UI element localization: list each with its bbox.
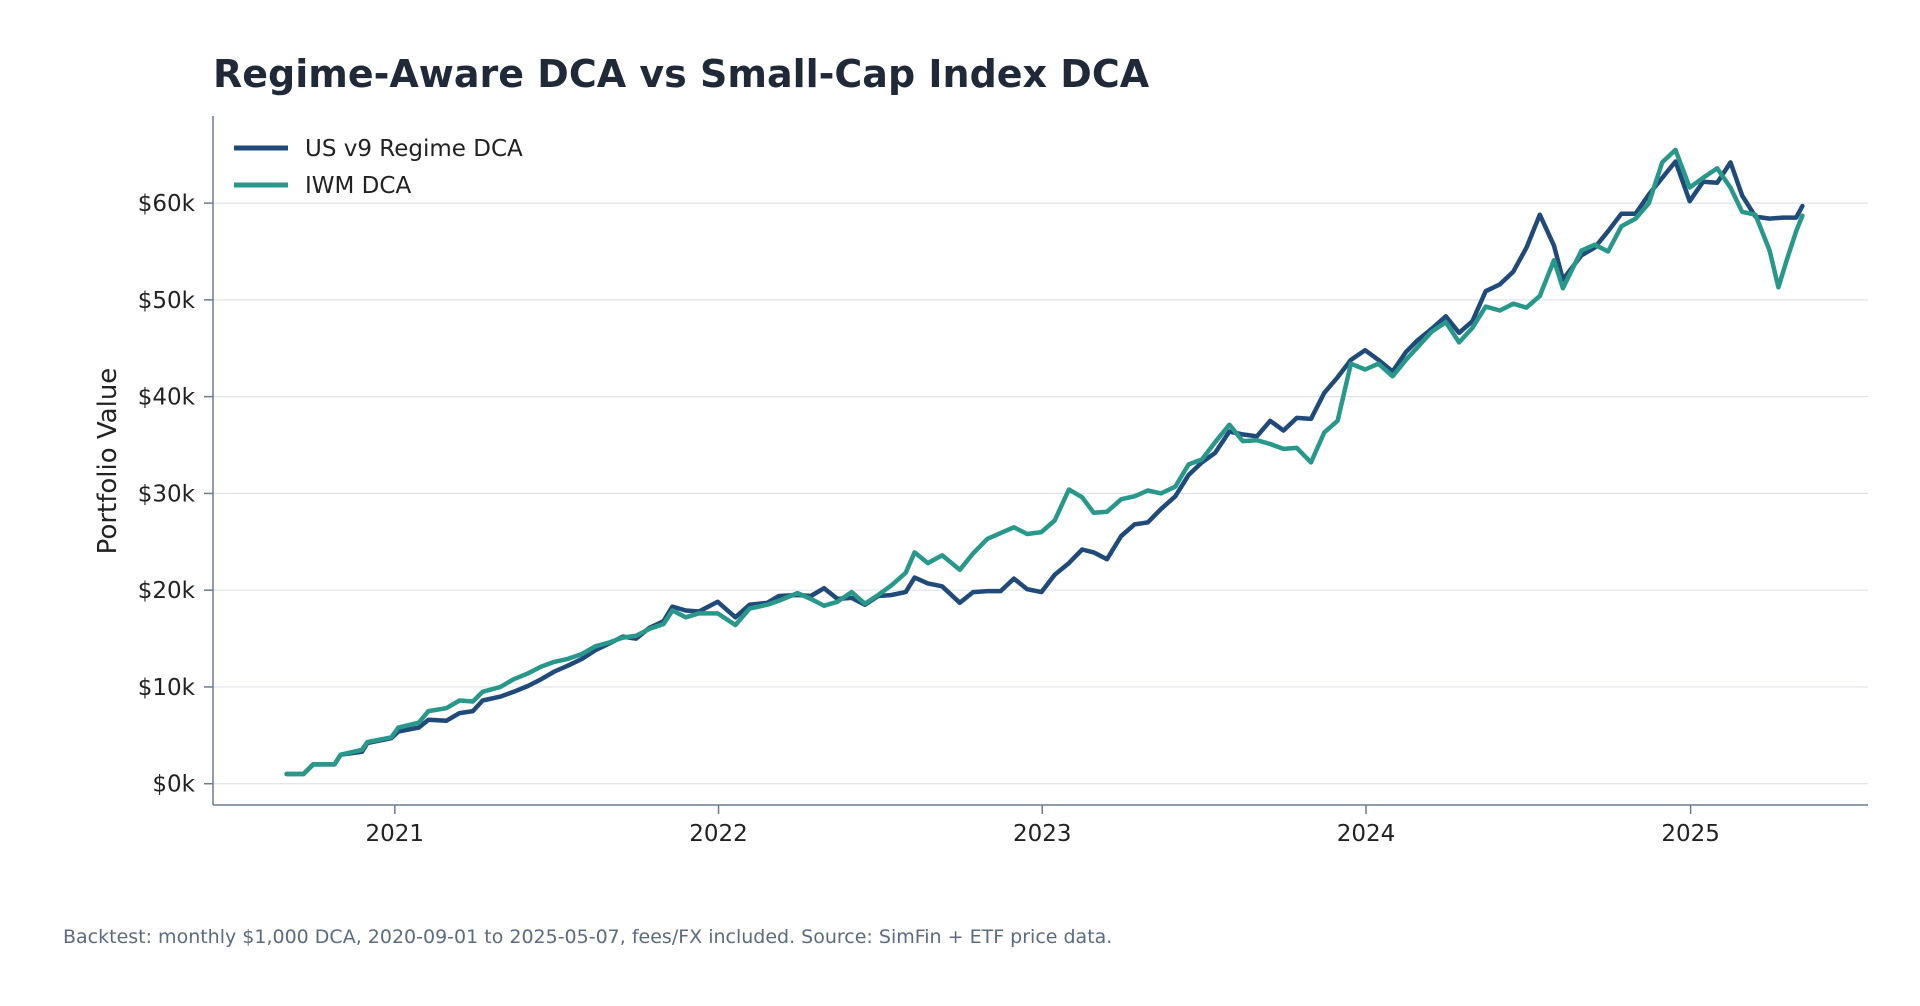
legend: US v9 Regime DCA IWM DCA [234, 136, 523, 199]
series-line-iwm-dca [284, 147, 1805, 777]
y-tick-label: $50k [138, 288, 196, 314]
legend-label: IWM DCA [305, 173, 411, 199]
series-line-us-v9-regime-dca [284, 159, 1805, 777]
axes [212, 116, 1868, 806]
x-tick-label: 2023 [1013, 821, 1072, 847]
y-tick-label: $20k [138, 578, 196, 604]
grid-lines [213, 202, 1868, 785]
y-axis-title: Portfolio Value [93, 368, 123, 555]
series-lines [284, 147, 1805, 777]
x-tick-label: 2021 [366, 821, 425, 847]
y-ticks: $0k $10k $20k $30k $40k $50k $60k [138, 191, 213, 798]
x-tick-label: 2024 [1337, 821, 1396, 847]
footnote: Backtest: monthly $1,000 DCA, 2020-09-01… [63, 926, 1113, 948]
y-tick-label: $60k [138, 191, 196, 217]
y-tick-label: $10k [138, 675, 196, 701]
x-ticks: 2021 2022 2023 2024 2025 [366, 805, 1720, 847]
x-tick-label: 2022 [689, 821, 748, 847]
legend-label: US v9 Regime DCA [305, 136, 523, 162]
chart-title: Regime-Aware DCA vs Small-Cap Index DCA [213, 52, 1150, 96]
y-tick-label: $0k [152, 772, 195, 798]
x-tick-label: 2025 [1661, 821, 1720, 847]
y-tick-label: $30k [138, 481, 196, 507]
y-tick-label: $40k [138, 385, 196, 411]
